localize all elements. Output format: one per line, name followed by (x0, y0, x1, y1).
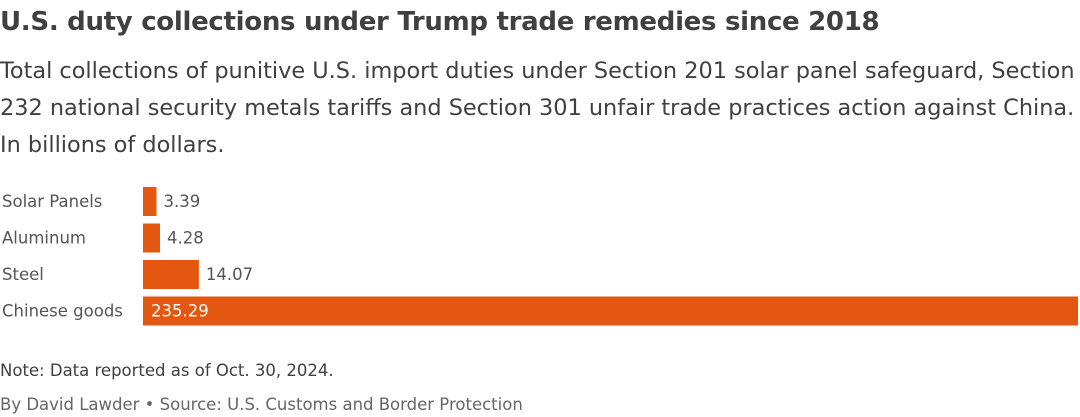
category-label-aluminum: Aluminum (2, 229, 86, 248)
chart-source: By David Lawder • Source: U.S. Customs a… (0, 395, 523, 414)
bar-chart-svg: Solar Panels 3.39 Aluminum 4.28 Steel 14.07 Ch… (2, 187, 1078, 326)
value-label-aluminum: 4.28 (167, 229, 204, 248)
chart-title: U.S. duty collections under Trump trade … (0, 7, 880, 37)
bar-chinese-goods (143, 296, 1078, 326)
chart-note: Note: Data reported as of Oct. 30, 2024. (0, 361, 334, 380)
category-label-steel: Steel (2, 265, 44, 284)
bar-steel (143, 260, 199, 289)
bar-solar-panels (143, 187, 157, 216)
bar-chart: Solar Panels 3.39 Aluminum 4.28 Steel 14.07 Ch… (0, 182, 1080, 332)
value-label-solar-panels: 3.39 (163, 192, 200, 211)
value-label-steel: 14.07 (206, 265, 253, 284)
category-label-solar-panels: Solar Panels (2, 192, 102, 211)
category-label-chinese-goods: Chinese goods (2, 302, 123, 321)
bar-aluminum (143, 223, 161, 253)
chart-subtitle: Total collections of punitive U.S. impor… (0, 58, 1075, 158)
value-label-chinese-goods: 235.29 (151, 302, 209, 321)
